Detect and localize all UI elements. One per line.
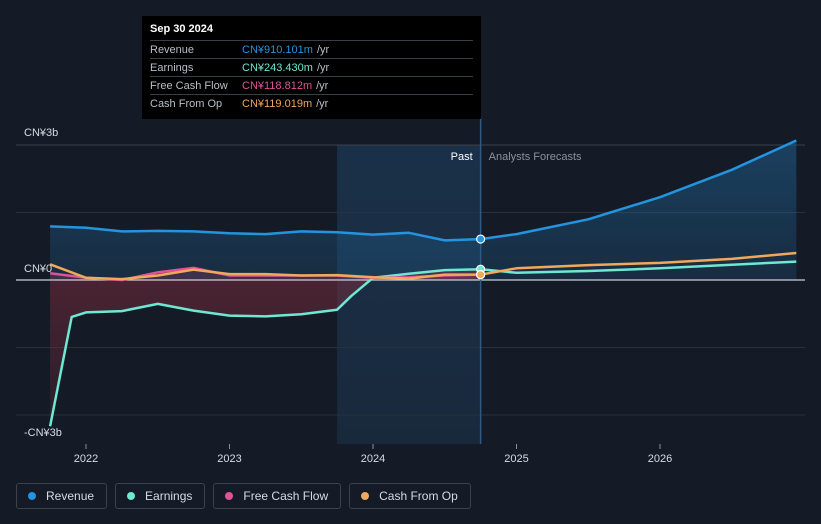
tooltip-label: Free Cash Flow xyxy=(150,79,228,92)
earnings-line-past xyxy=(48,267,481,427)
y-tick-label-top: CN¥3b xyxy=(24,127,58,139)
free-cash-flow-dot-icon xyxy=(225,492,234,500)
legend-item-revenue[interactable]: Revenue xyxy=(16,483,108,509)
tooltip-unit: /yr xyxy=(316,79,329,92)
x-tick-label-2023: 2023 xyxy=(217,453,241,465)
legend-label: Earnings xyxy=(145,489,193,503)
past-region-shade xyxy=(337,145,481,444)
revenue-marker xyxy=(476,234,486,244)
tooltip-unit: /yr xyxy=(316,61,330,74)
legend-item-cash-from-op[interactable]: Cash From Op xyxy=(349,483,471,509)
hover-tooltip: Sep 30 2024 Revenue CN¥910.101m /yr Earn… xyxy=(142,16,481,119)
legend-label: Free Cash Flow xyxy=(243,489,329,503)
tooltip-label: Earnings xyxy=(150,61,194,74)
past-label: Past xyxy=(451,151,473,163)
x-tick-label-2024: 2024 xyxy=(361,453,385,465)
x-tick-label-2022: 2022 xyxy=(74,453,98,465)
cash-from-op-line-past xyxy=(49,263,481,281)
legend-item-earnings[interactable]: Earnings xyxy=(115,483,206,509)
cash-from-op-dot-icon xyxy=(361,492,370,500)
earnings-line-forecast xyxy=(480,260,797,275)
tooltip-value: CN¥910.101m xyxy=(242,43,313,56)
tooltip-unit: /yr xyxy=(316,97,329,110)
tooltip-row-free-cash-flow: Free Cash Flow CN¥118.812m /yr xyxy=(150,76,473,94)
chart-legend: Revenue Earnings Free Cash Flow Cash Fro… xyxy=(16,483,471,509)
tooltip-label: Cash From Op xyxy=(150,97,223,110)
tooltip-row-revenue: Revenue CN¥910.101m /yr xyxy=(150,40,473,58)
revenue-line-forecast xyxy=(480,139,797,241)
tooltip-value: CN¥243.430m xyxy=(242,61,313,74)
tooltip-value: CN¥118.812m xyxy=(242,79,313,92)
legend-label: Revenue xyxy=(46,489,95,503)
revenue-line-past xyxy=(50,225,481,242)
earnings-area xyxy=(50,269,481,427)
legend-label: Cash From Op xyxy=(379,489,458,503)
legend-item-free-cash-flow[interactable]: Free Cash Flow xyxy=(213,483,342,509)
financial-chart: CN¥3b CN¥0 -CN¥3b 2022 2023 2024 2025 2026 Past A… xyxy=(16,118,805,465)
free-cash-flow-area xyxy=(50,267,481,280)
revenue-area xyxy=(50,140,797,280)
earnings-dot-icon xyxy=(127,492,136,500)
cash-from-op-line-forecast xyxy=(480,251,797,276)
forecast-label: Analysts Forecasts xyxy=(489,151,582,163)
x-tick-label-2025: 2025 xyxy=(504,453,528,465)
tooltip-value: CN¥119.019m xyxy=(242,97,313,110)
tooltip-date: Sep 30 2024 xyxy=(150,23,213,35)
revenue-dot-icon xyxy=(28,492,36,500)
tooltip-label: Revenue xyxy=(150,43,195,56)
y-tick-label-bottom: -CN¥3b xyxy=(24,427,62,439)
cash-from-op-marker xyxy=(476,270,486,280)
tooltip-row-earnings: Earnings CN¥243.430m /yr xyxy=(150,58,473,76)
tooltip-unit: /yr xyxy=(316,43,330,56)
y-tick-label-zero: CN¥0 xyxy=(24,263,52,275)
x-tick-label-2026: 2026 xyxy=(648,453,672,465)
tooltip-row-cash-from-op: Cash From Op CN¥119.019m /yr xyxy=(150,94,473,112)
